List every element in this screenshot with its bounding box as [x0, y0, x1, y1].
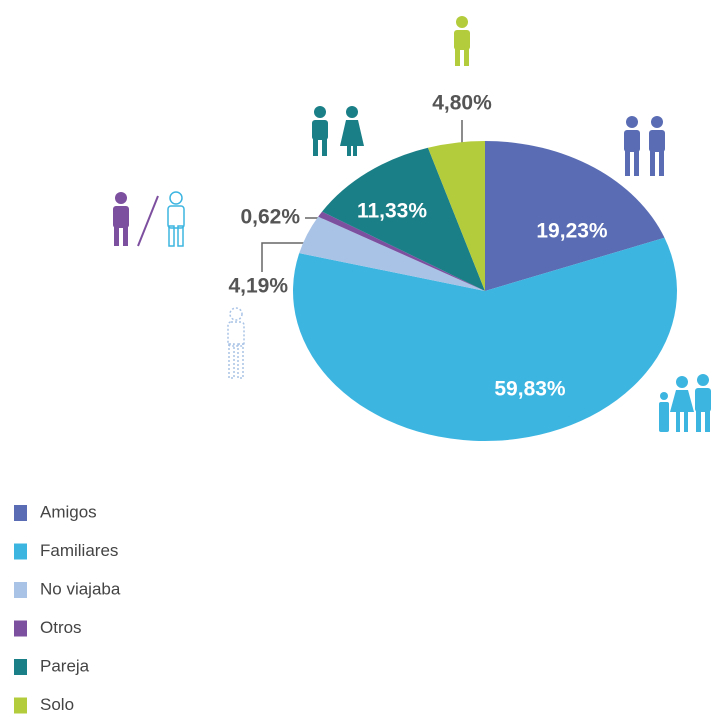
leader-line — [261, 242, 312, 272]
legend-label: Pareja — [40, 656, 90, 675]
icon-solo — [454, 16, 470, 66]
pie-slice — [322, 147, 485, 291]
legend-label: Solo — [40, 695, 74, 714]
legend-label: No viajaba — [40, 579, 121, 598]
pie-slice — [318, 211, 485, 291]
icon-no-viajaba — [227, 307, 245, 379]
icons — [113, 16, 711, 432]
legend-swatch — [14, 659, 27, 675]
icon-familiares — [659, 374, 711, 432]
pie-slice — [427, 141, 485, 291]
legend-swatch — [14, 582, 27, 598]
labels: 19,23% 59,83% 4,19% 0,62% 11,33% 4,80% — [228, 92, 607, 401]
data-label: 11,33% — [357, 200, 427, 223]
pie-slice — [293, 237, 677, 441]
icon-amigos — [624, 116, 665, 176]
legend-label: Amigos — [40, 502, 97, 521]
legend-swatch — [14, 543, 27, 560]
data-label: 4,19% — [228, 275, 288, 298]
data-label: 59,83% — [494, 378, 566, 401]
legend: Amigos Familiares No viajaba Otros Pareja Sol… — [14, 502, 121, 714]
data-label: 4,80% — [432, 92, 492, 115]
legend-swatch — [14, 697, 27, 714]
legend-label: Familiares — [40, 541, 118, 560]
icon-pareja — [312, 106, 364, 156]
pie — [293, 141, 677, 441]
legend-label: Otros — [40, 618, 82, 637]
legend-swatch — [14, 620, 27, 637]
pie-slice — [485, 141, 665, 291]
icon-otros — [113, 191, 185, 247]
data-label: 19,23% — [536, 220, 608, 243]
data-label: 0,62% — [240, 206, 300, 229]
legend-swatch — [14, 505, 27, 521]
pie-slice — [299, 216, 485, 291]
